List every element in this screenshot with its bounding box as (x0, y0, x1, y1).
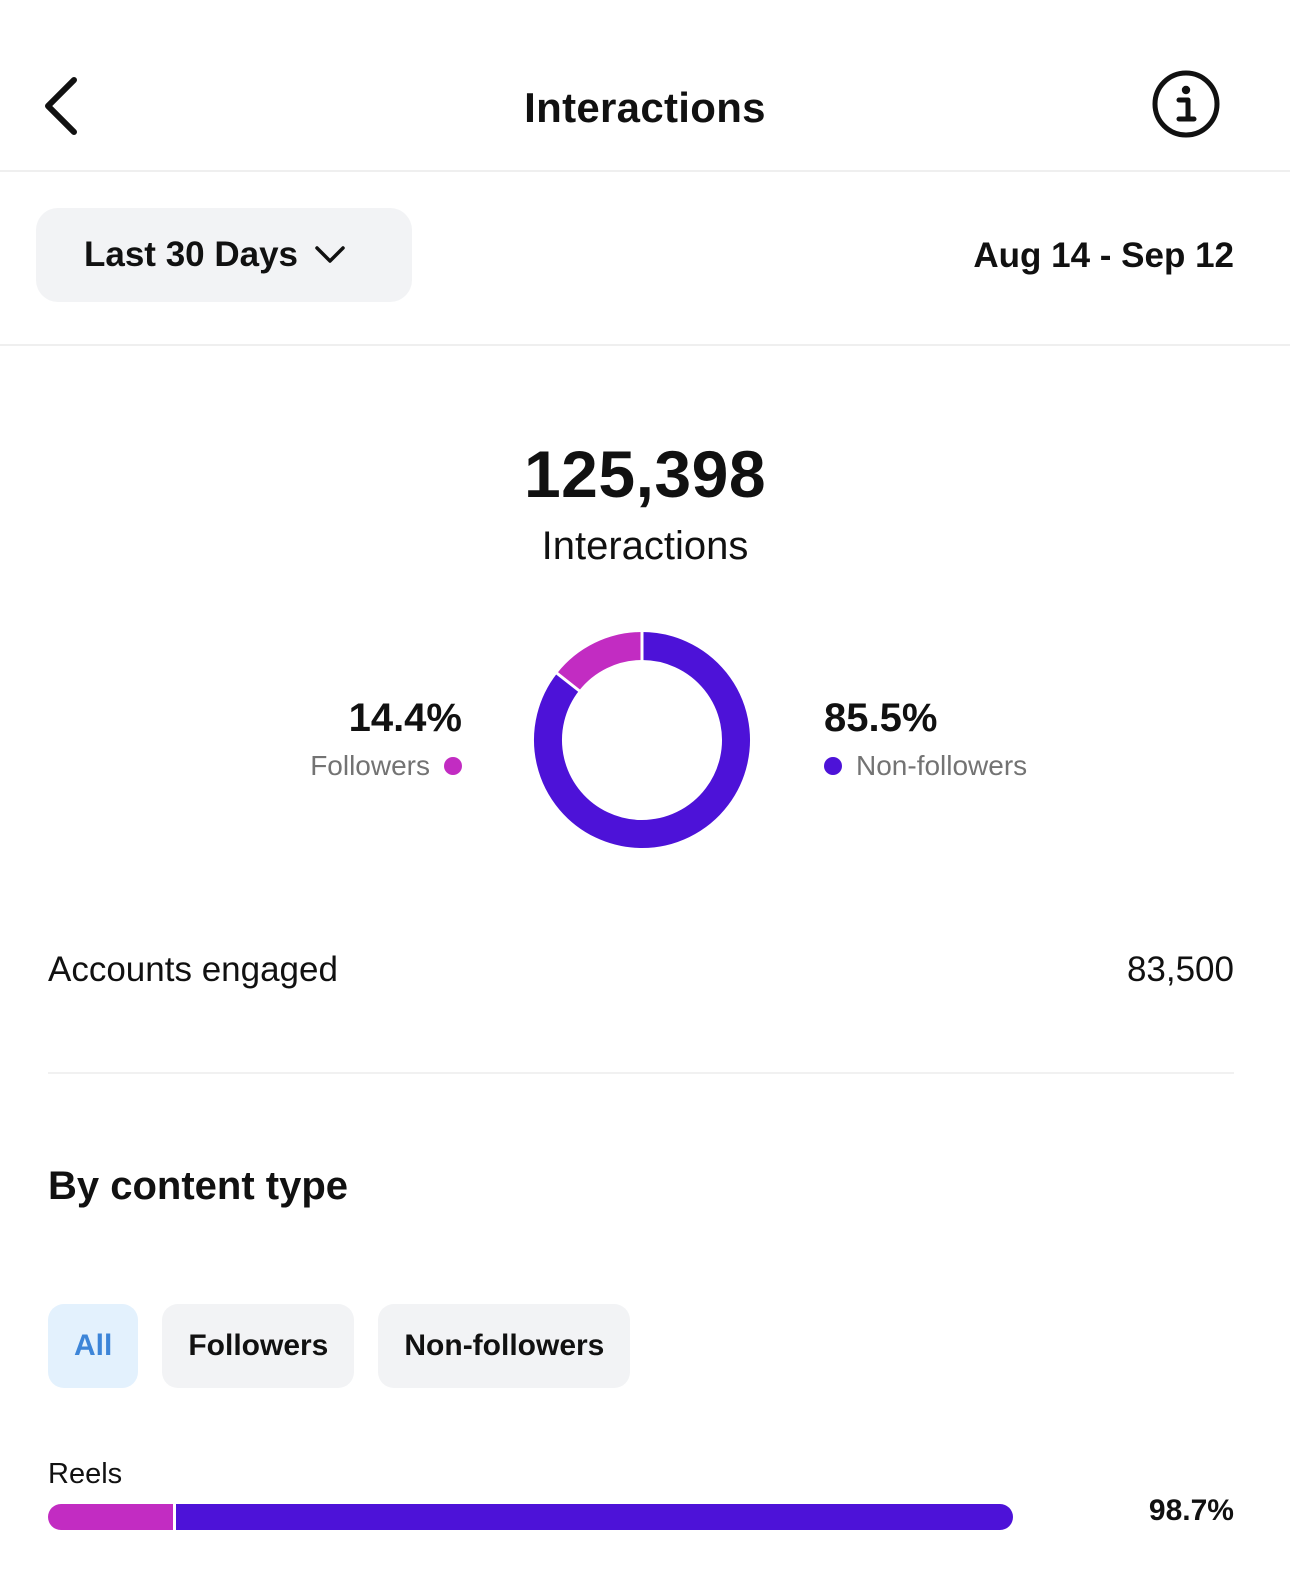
content-row-label: Reels (48, 1458, 123, 1490)
date-range-dropdown[interactable]: Last 30 Days (36, 208, 412, 302)
donut-separator-1 (555, 671, 581, 693)
chevron-down-icon (314, 245, 346, 265)
reels-non-followers-segment (176, 1504, 1014, 1530)
back-button[interactable] (30, 66, 90, 146)
bar-segment-gap (173, 1504, 177, 1530)
total-interactions-label: Interactions (541, 524, 749, 568)
section-divider (48, 1072, 1234, 1074)
reels-followers-segment (48, 1504, 174, 1530)
legend-followers-row: Followers (310, 746, 462, 786)
info-icon (1152, 70, 1220, 138)
header: Interactions (0, 0, 1290, 172)
non-followers-color-dot (824, 757, 842, 775)
content-row-value: 98.7% (1148, 1494, 1234, 1527)
legend-non-followers-label: Non-followers (856, 750, 1028, 781)
filter-row: Last 30 Days Aug 14 - Sep 12 (0, 172, 1290, 346)
reels-stacked-bar (48, 1504, 1026, 1530)
followers-color-dot (444, 757, 462, 775)
followers-donut-chart (534, 631, 750, 848)
legend-followers-percent: 14.4% (348, 696, 462, 740)
total-interactions-value: 125,398 (523, 437, 767, 511)
chip-all[interactable]: All (48, 1304, 139, 1388)
chip-followers[interactable]: Followers (162, 1304, 355, 1388)
legend-non-followers-percent: 85.5% (824, 696, 938, 740)
chevron-left-icon (45, 77, 77, 135)
accounts-engaged-label: Accounts engaged (48, 950, 338, 989)
legend-non-followers-row: Non-followers (824, 746, 1027, 786)
legend-followers-label: Followers (310, 750, 430, 781)
donut-slice-non-followers (534, 632, 750, 848)
legend-followers: 14.4% Followers (310, 694, 462, 786)
legend-non-followers: 85.5% Non-followers (824, 694, 1027, 786)
page-title: Interactions (524, 84, 766, 131)
accounts-engaged-value: 83,500 (1126, 950, 1234, 989)
date-range-text: Aug 14 - Sep 12 (973, 236, 1234, 275)
info-button[interactable] (1150, 68, 1222, 140)
content-type-title: By content type (48, 1164, 349, 1208)
donut-slice-followers (557, 632, 643, 692)
audience-filter-chips: All Followers Non-followers (48, 1304, 631, 1388)
date-range-dropdown-label: Last 30 Days (84, 235, 299, 274)
chip-non-followers[interactable]: Non-followers (378, 1304, 631, 1388)
